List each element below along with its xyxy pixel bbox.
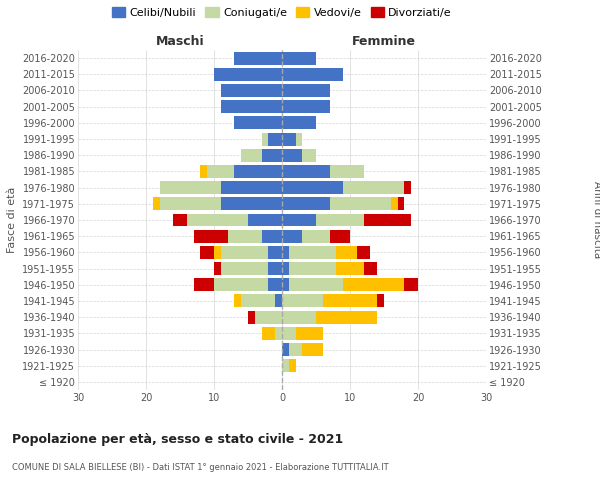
Text: Femmine: Femmine bbox=[352, 36, 416, 49]
Bar bbox=[235, 116, 282, 130]
Bar bbox=[282, 343, 289, 356]
Bar bbox=[404, 181, 411, 194]
Bar bbox=[268, 278, 282, 291]
Bar bbox=[391, 198, 398, 210]
Bar bbox=[227, 230, 262, 242]
Bar bbox=[404, 278, 418, 291]
Bar bbox=[235, 52, 282, 64]
Bar bbox=[214, 278, 268, 291]
Bar bbox=[282, 278, 289, 291]
Bar bbox=[282, 198, 329, 210]
Bar bbox=[200, 165, 207, 178]
Bar bbox=[289, 262, 337, 275]
Bar bbox=[200, 246, 214, 259]
Bar bbox=[282, 149, 302, 162]
Bar bbox=[282, 262, 289, 275]
Bar bbox=[316, 214, 364, 226]
Bar bbox=[235, 165, 282, 178]
Bar bbox=[302, 230, 329, 242]
Bar bbox=[241, 294, 275, 308]
Bar bbox=[302, 343, 323, 356]
Bar bbox=[296, 132, 302, 145]
Bar bbox=[364, 214, 411, 226]
Bar bbox=[282, 116, 316, 130]
Bar bbox=[316, 310, 377, 324]
Bar bbox=[329, 198, 391, 210]
Bar bbox=[262, 149, 282, 162]
Bar bbox=[282, 132, 296, 145]
Bar bbox=[282, 246, 289, 259]
Bar bbox=[337, 246, 357, 259]
Bar bbox=[282, 327, 296, 340]
Text: COMUNE DI SALA BIELLESE (BI) - Dati ISTAT 1° gennaio 2021 - Elaborazione TUTTITA: COMUNE DI SALA BIELLESE (BI) - Dati ISTA… bbox=[12, 462, 389, 471]
Bar bbox=[275, 294, 282, 308]
Text: Popolazione per età, sesso e stato civile - 2021: Popolazione per età, sesso e stato civil… bbox=[12, 432, 343, 446]
Bar bbox=[329, 230, 350, 242]
Bar bbox=[275, 327, 282, 340]
Bar bbox=[343, 181, 404, 194]
Bar bbox=[221, 100, 282, 113]
Bar bbox=[282, 310, 316, 324]
Bar bbox=[173, 214, 187, 226]
Bar bbox=[194, 230, 227, 242]
Bar bbox=[282, 68, 343, 81]
Bar bbox=[153, 198, 160, 210]
Bar bbox=[221, 262, 268, 275]
Bar bbox=[248, 310, 255, 324]
Bar bbox=[248, 214, 282, 226]
Bar bbox=[282, 84, 329, 97]
Bar bbox=[343, 278, 404, 291]
Bar bbox=[214, 68, 282, 81]
Bar bbox=[160, 181, 221, 194]
Bar bbox=[187, 214, 248, 226]
Bar bbox=[282, 165, 329, 178]
Bar bbox=[160, 198, 221, 210]
Y-axis label: Fasce di età: Fasce di età bbox=[7, 187, 17, 253]
Bar bbox=[194, 278, 214, 291]
Bar bbox=[282, 100, 329, 113]
Bar bbox=[241, 149, 262, 162]
Text: Anni di nascita: Anni di nascita bbox=[592, 182, 600, 258]
Bar bbox=[255, 310, 282, 324]
Bar bbox=[282, 294, 323, 308]
Bar bbox=[207, 165, 235, 178]
Bar bbox=[377, 294, 384, 308]
Bar bbox=[235, 294, 241, 308]
Bar bbox=[357, 246, 370, 259]
Bar bbox=[262, 230, 282, 242]
Bar bbox=[364, 262, 377, 275]
Bar bbox=[282, 181, 343, 194]
Bar bbox=[289, 246, 337, 259]
Bar bbox=[289, 278, 343, 291]
Bar bbox=[214, 262, 221, 275]
Bar bbox=[337, 262, 364, 275]
Bar bbox=[282, 52, 316, 64]
Bar bbox=[262, 327, 275, 340]
Bar bbox=[262, 132, 268, 145]
Bar bbox=[289, 343, 302, 356]
Bar bbox=[282, 230, 302, 242]
Bar bbox=[221, 84, 282, 97]
Bar bbox=[289, 359, 296, 372]
Bar bbox=[221, 198, 282, 210]
Bar bbox=[323, 294, 377, 308]
Bar bbox=[268, 246, 282, 259]
Legend: Celibi/Nubili, Coniugati/e, Vedovi/e, Divorziati/e: Celibi/Nubili, Coniugati/e, Vedovi/e, Di… bbox=[107, 3, 457, 22]
Bar bbox=[302, 149, 316, 162]
Bar bbox=[282, 359, 289, 372]
Bar bbox=[268, 132, 282, 145]
Bar bbox=[282, 214, 316, 226]
Bar bbox=[296, 327, 323, 340]
Bar bbox=[268, 262, 282, 275]
Bar bbox=[398, 198, 404, 210]
Text: Maschi: Maschi bbox=[155, 36, 205, 49]
Bar bbox=[214, 246, 221, 259]
Bar bbox=[221, 181, 282, 194]
Bar bbox=[221, 246, 268, 259]
Bar bbox=[329, 165, 364, 178]
